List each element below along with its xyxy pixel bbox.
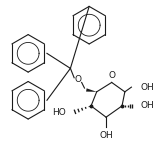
Text: HO: HO xyxy=(52,108,66,117)
Text: O: O xyxy=(108,71,115,80)
Text: OH: OH xyxy=(99,131,113,140)
Polygon shape xyxy=(86,88,97,92)
Text: O: O xyxy=(74,75,81,84)
Text: OH: OH xyxy=(141,83,155,92)
Text: OH: OH xyxy=(141,101,155,110)
